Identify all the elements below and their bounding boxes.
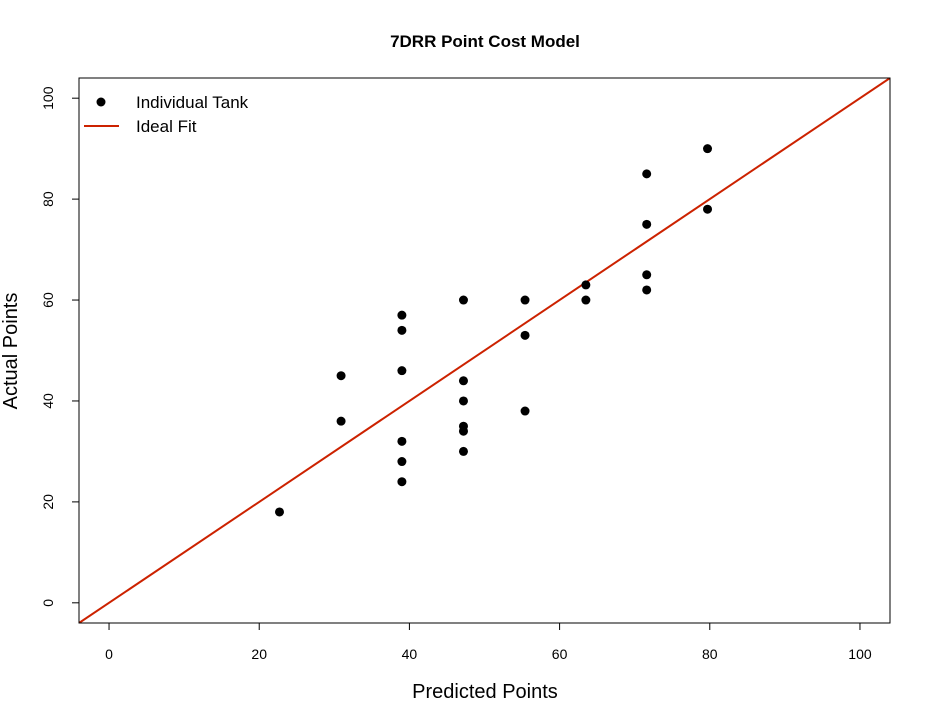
data-point (642, 169, 652, 179)
legend-marker-points (96, 97, 106, 107)
data-point (458, 396, 468, 406)
x-tick-label: 60 (552, 646, 568, 662)
y-tick-label: 80 (40, 191, 56, 207)
x-axis: 0 20 40 60 80 100 (105, 622, 872, 662)
data-point (336, 371, 346, 381)
data-point (520, 330, 530, 340)
data-point (642, 270, 652, 280)
y-axis-title: Actual Points (0, 293, 22, 410)
data-point (397, 457, 407, 467)
data-point (458, 376, 468, 386)
x-tick-label: 40 (402, 646, 418, 662)
x-tick-label: 80 (702, 646, 718, 662)
legend: Individual Tank Ideal Fit (84, 93, 249, 136)
x-tick-label: 20 (251, 646, 267, 662)
data-point (703, 144, 713, 154)
data-point (397, 310, 407, 320)
data-point (397, 477, 407, 487)
data-point (397, 366, 407, 376)
data-point (458, 446, 468, 456)
y-tick-label: 60 (40, 292, 56, 308)
data-point (458, 295, 468, 305)
data-point (458, 426, 468, 436)
data-point (581, 280, 591, 290)
plot-area (79, 78, 890, 623)
legend-label-points: Individual Tank (136, 93, 249, 112)
y-tick-label: 20 (40, 494, 56, 510)
y-tick-label: 40 (40, 393, 56, 409)
y-axis: 0 20 40 60 80 100 (40, 86, 80, 607)
legend-label-line: Ideal Fit (136, 117, 197, 136)
data-point (520, 406, 530, 416)
data-point (703, 204, 713, 214)
data-point (397, 436, 407, 446)
chart-title: 7DRR Point Cost Model (390, 32, 580, 51)
data-point (336, 416, 346, 426)
data-point (581, 295, 591, 305)
data-point (274, 507, 284, 517)
data-point (397, 325, 407, 335)
y-tick-label: 0 (40, 599, 56, 607)
x-tick-label: 0 (105, 646, 113, 662)
y-tick-label: 100 (40, 86, 56, 110)
x-axis-title: Predicted Points (412, 681, 558, 703)
data-point (642, 285, 652, 295)
data-point (520, 295, 530, 305)
x-tick-label: 100 (848, 646, 872, 662)
ideal-fit-line (79, 78, 890, 623)
data-point (642, 219, 652, 229)
